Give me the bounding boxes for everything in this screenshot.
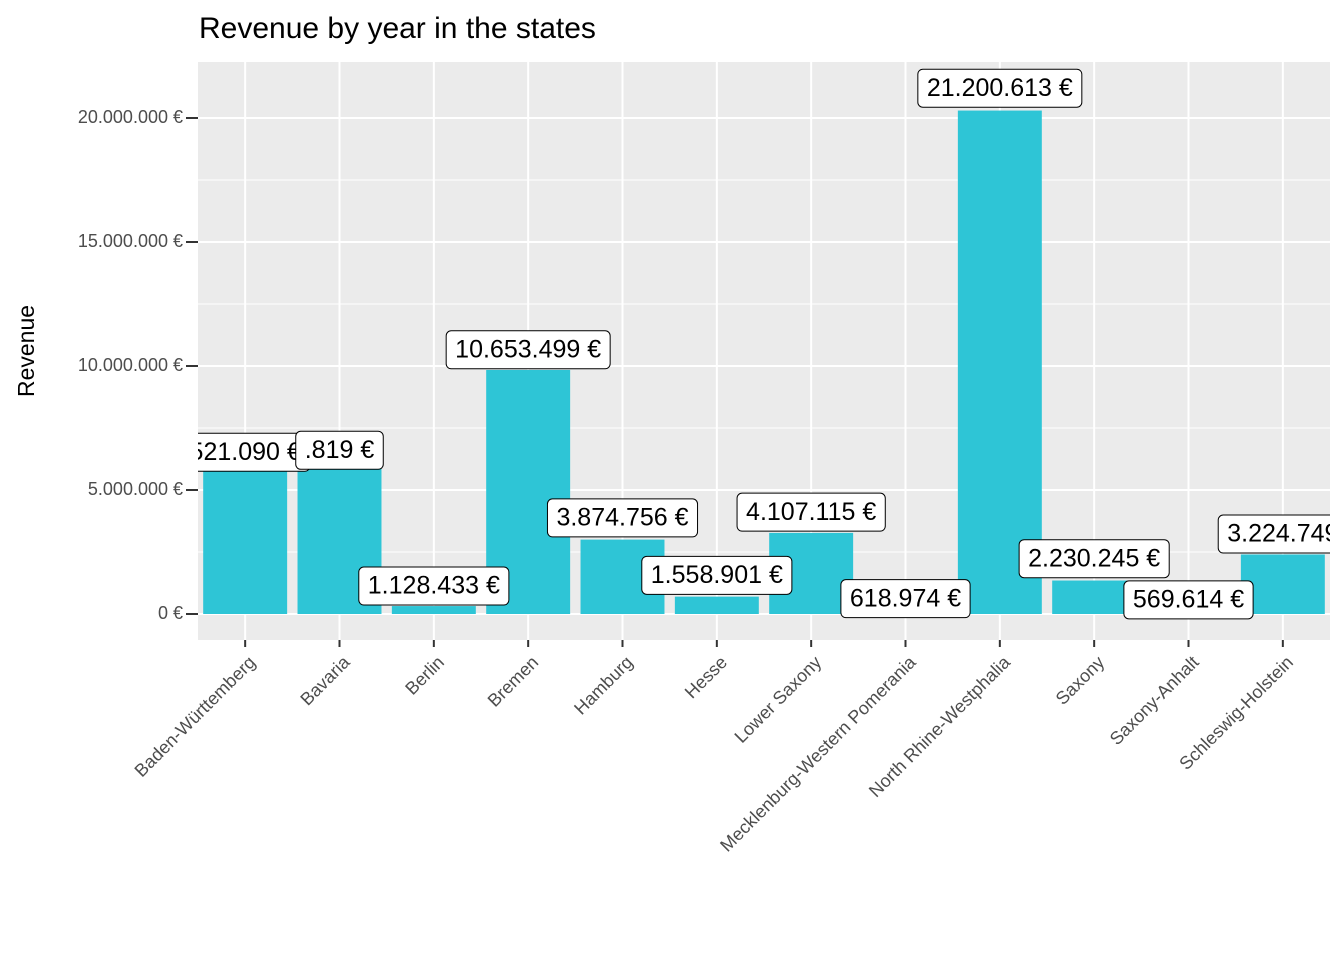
data-label: 2.230.245 € — [1018, 539, 1170, 579]
data-label: 4.107.115 € — [736, 492, 886, 532]
bar — [957, 110, 1042, 615]
bar — [203, 465, 288, 614]
y-tick-label: 20.000.000 € — [78, 107, 183, 127]
data-label-box — [295, 430, 384, 470]
data-label-box — [641, 555, 793, 595]
data-label: 569.614 € — [1123, 580, 1254, 620]
data-label-box — [840, 579, 971, 619]
data-label: 1.558.901 € — [641, 555, 793, 595]
x-tick-label: Saxony-Anhalt — [1106, 652, 1203, 749]
x-tick-label: Saxony — [1052, 652, 1109, 709]
x-tick-label: Lower Saxony — [731, 652, 826, 747]
data-label-box — [358, 566, 510, 606]
bar — [674, 596, 759, 614]
data-label: 21.200.613 € — [917, 68, 1083, 108]
data-label-box — [1217, 514, 1330, 554]
data-label: 618.974 € — [840, 579, 971, 619]
data-label-box — [1018, 539, 1170, 579]
y-tick-label: 15.000.000 € — [78, 231, 183, 251]
data-label: 521.090 € — [190, 432, 311, 472]
data-label-text: 1.128.433 € — [368, 572, 500, 600]
data-label-text: .819 € — [305, 436, 375, 464]
x-tick-label: Hamburg — [570, 652, 636, 718]
data-label-text: 569.614 € — [1133, 585, 1244, 613]
x-tick-label: Berlin — [401, 652, 448, 699]
data-label-box — [445, 330, 611, 370]
y-axis-title: Revenue — [13, 305, 39, 397]
data-label-box — [736, 492, 886, 532]
data-label: 10.653.499 € — [445, 330, 611, 370]
x-tick-label: Bremen — [484, 652, 543, 711]
bar — [391, 606, 476, 614]
data-label-text: 1.558.901 € — [651, 561, 783, 589]
data-label-box — [917, 68, 1083, 108]
bar — [1052, 580, 1137, 614]
data-label-text: 618.974 € — [850, 584, 961, 612]
x-tick-label: Baden-Württemberg — [131, 652, 260, 781]
x-tick-label: Mecklenburg-Western Pomerania — [716, 651, 920, 855]
x-tick-label: Hesse — [681, 652, 731, 702]
x-tick-label: Bavaria — [296, 651, 354, 709]
data-label-box — [1123, 580, 1254, 620]
data-label: 1.128.433 € — [358, 566, 510, 606]
bar — [1240, 554, 1325, 614]
data-label-text: 10.653.499 € — [455, 335, 601, 363]
data-label-text: 521.090 € — [190, 438, 301, 466]
data-label-box — [546, 498, 699, 538]
data-label-text: 2.230.245 € — [1028, 544, 1160, 572]
y-tick-label: 0 € — [158, 603, 183, 623]
data-label-text: 3.874.756 € — [556, 504, 688, 532]
data-label: 3.224.749 — [1217, 514, 1338, 554]
y-tick-label: 10.000.000 € — [78, 355, 183, 375]
chart-title: Revenue by year in the states — [199, 12, 596, 45]
data-label-text: 3.224.749 — [1227, 520, 1338, 548]
data-label-text: 4.107.115 € — [746, 498, 876, 526]
data-label-text: 21.200.613 € — [927, 74, 1073, 102]
y-tick-label: 5.000.000 € — [88, 479, 183, 499]
data-label: .819 € — [295, 430, 384, 470]
data-label: 3.874.756 € — [546, 498, 699, 538]
